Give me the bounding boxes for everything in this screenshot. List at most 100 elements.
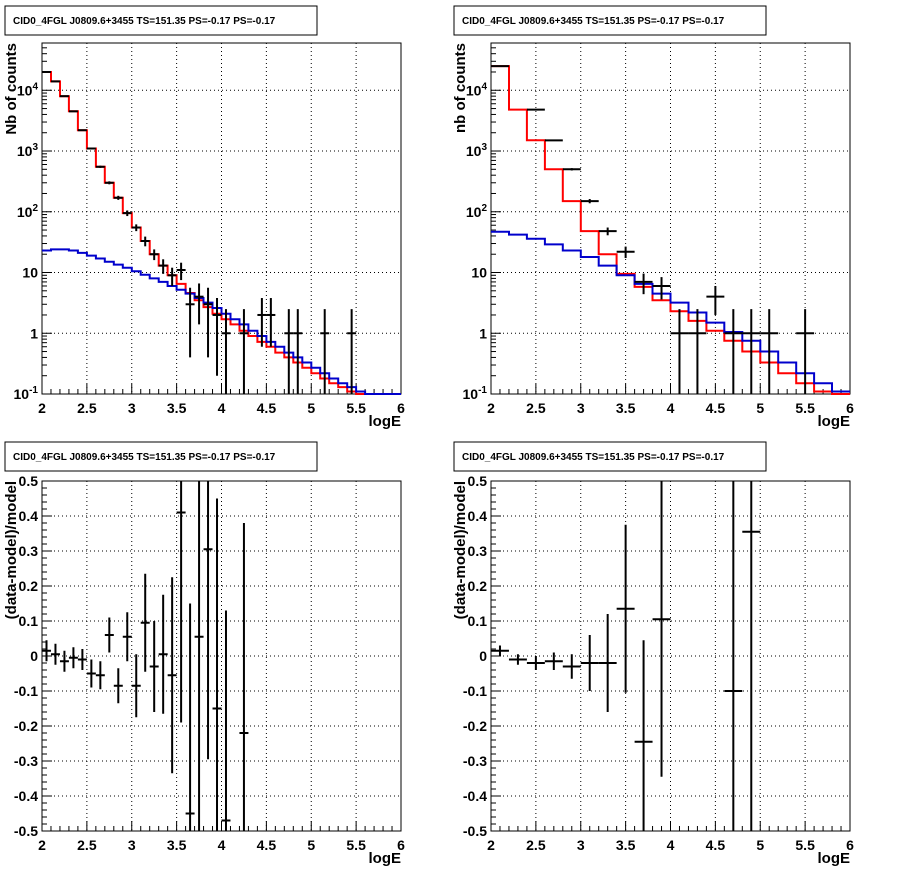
data-point xyxy=(544,652,563,670)
x-tick-label: 3.5 xyxy=(167,837,187,853)
x-tick-label: 5 xyxy=(307,400,315,416)
data-point xyxy=(616,524,635,693)
tick-labels: 2 2.5 3 3.5 4 4.5 5 5.5 6 -0.5 -0.4 -0.3 -0.2 -0.1 0 0.… xyxy=(463,473,854,853)
x-tick-label: 2 xyxy=(487,837,495,853)
data-point xyxy=(616,246,635,259)
data-points xyxy=(491,65,815,394)
y-tick-label: 103 xyxy=(17,142,39,159)
x-axis-title: logE xyxy=(369,850,402,867)
x-tick-label: 5 xyxy=(756,400,764,416)
data-point xyxy=(221,309,231,394)
x-tick-label: 2 xyxy=(38,400,46,416)
y-tick-label: -0.1 xyxy=(14,683,38,699)
x-tick-label: 3.5 xyxy=(167,400,187,416)
data-point xyxy=(42,640,51,662)
data-point xyxy=(544,139,563,142)
x-tick-label: 4.5 xyxy=(706,837,726,853)
y-tick-label: 0.5 xyxy=(19,473,39,489)
x-tick-label: 5 xyxy=(307,837,315,853)
x-tick-label: 3 xyxy=(577,400,585,416)
x-axis-title: logE xyxy=(818,850,851,867)
chart-title-box xyxy=(453,441,767,472)
y-axis-title: (data-model)/model xyxy=(3,481,20,619)
data-point xyxy=(724,309,743,394)
x-tick-label: 2.5 xyxy=(77,400,97,416)
y-tick-label: -0.4 xyxy=(463,788,487,804)
y-tick-label: 0.3 xyxy=(468,543,488,559)
data-point xyxy=(149,621,159,712)
data-point xyxy=(257,298,267,347)
data-point xyxy=(194,481,204,831)
data-point xyxy=(796,309,815,394)
data-point xyxy=(86,659,96,688)
data-point xyxy=(266,298,276,347)
data-point xyxy=(68,110,78,113)
chart-title: CID0_4FGL J0809.6+3455 TS=151.35 PS=-0.1… xyxy=(453,5,767,36)
y-tick-label: -0.4 xyxy=(14,788,38,804)
y-tick-label: 1 xyxy=(479,325,487,341)
chart-panel-residual-left: CID0_4FGL J0809.6+3455 TS=151.35 PS=-0.1… xyxy=(3,441,405,867)
chart-title-box xyxy=(4,5,318,36)
y-tick-label: 0.4 xyxy=(468,508,488,524)
grid-lines xyxy=(41,480,402,832)
data-point xyxy=(508,654,527,665)
data-point xyxy=(185,287,195,358)
data-point xyxy=(131,224,141,232)
x-tick-label: 3 xyxy=(128,400,136,416)
data-point xyxy=(140,573,150,672)
chart-title-box xyxy=(453,5,767,36)
data-point xyxy=(598,227,617,236)
x-tick-label: 4 xyxy=(667,400,675,416)
x-tick-label: 4.5 xyxy=(257,400,277,416)
x-tick-label: 3 xyxy=(577,837,585,853)
data-point xyxy=(760,309,779,394)
data-point xyxy=(212,298,222,376)
y-tick-label: -0.3 xyxy=(14,753,38,769)
x-tick-label: 6 xyxy=(846,400,854,416)
y-tick-label: 0.2 xyxy=(468,578,488,594)
data-point xyxy=(580,199,599,204)
data-point xyxy=(86,147,96,150)
data-point xyxy=(59,650,69,672)
y-tick-label: 0.2 xyxy=(19,578,39,594)
x-tick-label: 4.5 xyxy=(257,837,277,853)
data-point xyxy=(239,309,249,394)
y-tick-label: 102 xyxy=(466,203,488,220)
series-line-model xyxy=(491,65,850,395)
y-tick-label: -0.5 xyxy=(14,823,38,839)
data-point xyxy=(670,309,689,394)
x-tick-label: 3.5 xyxy=(616,400,636,416)
x-tick-label: 6 xyxy=(846,837,854,853)
data-point xyxy=(688,309,707,394)
data-point xyxy=(293,309,303,394)
y-tick-label: -0.1 xyxy=(463,683,487,699)
x-tick-label: 4 xyxy=(218,837,226,853)
x-tick-label: 2.5 xyxy=(526,837,546,853)
grid-lines xyxy=(41,43,402,395)
x-tick-label: 4 xyxy=(218,400,226,416)
x-tick-label: 6 xyxy=(397,837,405,853)
data-point xyxy=(167,577,177,774)
x-tick-label: 5 xyxy=(756,837,764,853)
x-axis-title: logE xyxy=(369,413,402,430)
data-point xyxy=(706,285,725,315)
data-point xyxy=(194,283,204,325)
y-tick-label: -0.2 xyxy=(463,718,487,734)
data-point xyxy=(140,236,150,247)
axis-ticks xyxy=(41,480,402,832)
data-point xyxy=(104,181,114,185)
data-point xyxy=(113,195,123,200)
data-point xyxy=(203,481,213,760)
data-point xyxy=(149,249,159,261)
data-point xyxy=(167,267,177,286)
chart-title-text: CID0_4FGL J0809.6+3455 TS=151.35 PS=-0.1… xyxy=(462,16,725,27)
data-point xyxy=(59,95,69,98)
y-tick-label: 0.5 xyxy=(468,473,488,489)
data-point xyxy=(203,287,213,358)
x-tick-label: 5.5 xyxy=(795,400,815,416)
data-point xyxy=(724,481,743,831)
data-point xyxy=(50,643,60,665)
chart-title-text: CID0_4FGL J0809.6+3455 TS=151.35 PS=-0.1… xyxy=(13,16,276,27)
y-tick-label: 102 xyxy=(17,203,39,220)
grid-lines xyxy=(490,480,851,832)
